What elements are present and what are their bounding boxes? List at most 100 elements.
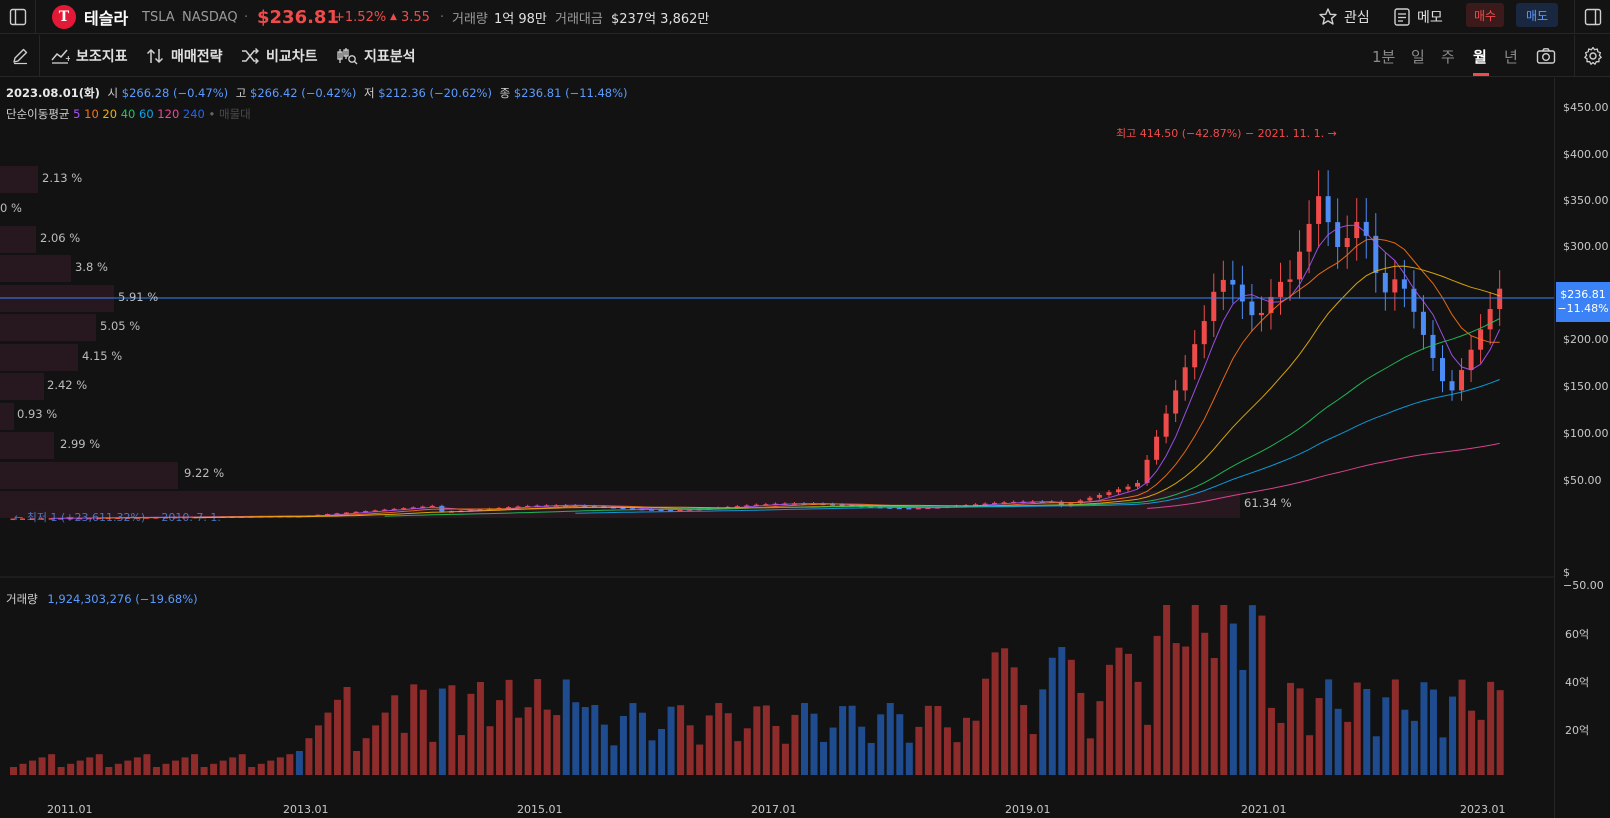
drawing-tool-button[interactable] <box>0 35 40 77</box>
volume-bar <box>877 714 885 775</box>
candle-body <box>515 506 521 508</box>
volume-bar <box>800 703 808 775</box>
candle-body <box>1277 281 1283 297</box>
volume-bar <box>629 703 637 775</box>
sidebar-right-toggle-button[interactable] <box>1574 0 1610 34</box>
volume-profile-pct: 5.91 % <box>118 290 159 304</box>
volume-bar <box>1306 735 1314 775</box>
volume-bar <box>438 688 446 775</box>
time-axis-label: 2021.01 <box>1241 803 1287 816</box>
ma-period-5[interactable]: 5 <box>73 107 81 121</box>
candle-body <box>67 517 73 520</box>
volume-bar <box>476 681 484 775</box>
sidebar-left-icon <box>9 8 26 26</box>
indicator-button[interactable]: + 보조지표 <box>50 35 128 77</box>
volume-axis-label: 20억 <box>1565 724 1590 737</box>
volume-bar <box>1029 734 1037 775</box>
period-1min[interactable]: 1분 <box>1372 47 1396 66</box>
volume-bar <box>1115 647 1123 775</box>
volume-bar <box>191 754 199 775</box>
price-chart-svg[interactable]: 최고 414.50 (−42.87%) − 2021. 11. 1. → ← 최저… <box>0 78 1554 818</box>
watch-button[interactable]: 관심 <box>1318 0 1370 34</box>
volume-bar <box>362 738 370 775</box>
buy-button[interactable]: 매수 <box>1466 3 1504 27</box>
open-label: 시 <box>107 86 119 100</box>
screenshot-button[interactable] <box>1536 35 1556 77</box>
volume-bar <box>1039 689 1047 775</box>
candle-body <box>1163 413 1169 437</box>
candle-body <box>344 512 350 515</box>
volume-bar <box>10 767 17 775</box>
volume-bar <box>1201 632 1209 775</box>
volume-bar <box>1220 605 1228 775</box>
volume-bar <box>76 760 84 775</box>
volume-label: 거래량 <box>452 11 488 27</box>
candle-body <box>992 502 998 505</box>
gear-icon <box>1583 46 1602 65</box>
indicator-label: 보조지표 <box>76 49 128 65</box>
price-axis-label: $200.00 <box>1563 333 1609 346</box>
volume-profile-pct: 5.05 % <box>100 319 141 333</box>
period-day[interactable]: 일 <box>1411 47 1425 66</box>
settings-button[interactable] <box>1574 35 1610 77</box>
low-value: $212.36 (−20.62%) <box>378 86 492 100</box>
period-week[interactable]: 주 <box>1441 47 1455 66</box>
volume-bar <box>1153 635 1161 775</box>
candle-body <box>1459 370 1465 391</box>
analysis-button[interactable]: 지표분석 <box>336 35 416 77</box>
volume-bar <box>1267 707 1275 775</box>
volume-bar <box>95 754 103 775</box>
strategy-button[interactable]: 매매전략 <box>145 35 223 77</box>
volume-bar <box>524 707 532 775</box>
candle-body <box>1115 489 1121 493</box>
sell-button[interactable]: 매도 <box>1516 3 1558 27</box>
volume-profile-label: 매물대 <box>218 107 251 121</box>
memo-button[interactable]: 메모 <box>1393 0 1443 34</box>
chart-area[interactable]: 최고 414.50 (−42.87%) − 2021. 11. 1. → ← 최저… <box>0 78 1554 818</box>
ma-period-240[interactable]: 240 <box>179 107 205 121</box>
ma-period-40[interactable]: 40 <box>117 107 136 121</box>
current-price: $236.81 <box>257 6 339 28</box>
volume-bar <box>172 760 180 775</box>
price-axis[interactable]: $450.00 $400.00 $350.00 $300.00 $200.00 $150.… <box>1554 78 1610 818</box>
high-label: 고 <box>235 86 247 100</box>
candle-body <box>896 507 902 510</box>
ma-period-10[interactable]: 10 <box>80 107 99 121</box>
candle-body <box>58 518 64 520</box>
ma-period-120[interactable]: 120 <box>153 107 180 121</box>
high-value: $266.42 (−0.42%) <box>250 86 357 100</box>
volume-profile-bar <box>0 403 14 430</box>
candle-body <box>324 514 330 516</box>
volume-bar <box>400 732 408 775</box>
candle-body <box>973 504 979 506</box>
ma-legend[interactable]: 단순이동평균 5 10 20 40 60 120 240 • 매물대 <box>6 106 251 122</box>
ma-dot: • <box>208 107 216 121</box>
candle-body <box>868 506 874 508</box>
volume-bar <box>124 760 132 775</box>
ticker: TSLA <box>142 9 175 25</box>
volume-axis-label: 60억 <box>1565 628 1590 641</box>
volume-bar <box>343 687 351 775</box>
period-year[interactable]: 년 <box>1504 47 1518 66</box>
volume-profile-pct: 2.42 % <box>47 378 88 392</box>
volume-bar <box>181 757 189 775</box>
time-axis-label: 2023.01 <box>1460 803 1506 816</box>
volume-bar <box>1058 647 1066 775</box>
volume-bar <box>658 729 666 775</box>
compare-chart-button[interactable]: 비교차트 <box>240 35 318 77</box>
low-annotation: ← 최저 1 (+23,611.32%) − 2010. 7. 1. <box>14 511 221 524</box>
volume-profile-bar <box>0 166 38 193</box>
volume-bar <box>1086 738 1094 775</box>
ma-period-20[interactable]: 20 <box>98 107 118 121</box>
sidebar-toggle-button[interactable] <box>0 0 36 34</box>
ma-period-60[interactable]: 60 <box>135 107 154 121</box>
candle-body <box>1201 321 1207 345</box>
time-axis-label: 2011.01 <box>47 803 93 816</box>
candle-body <box>1468 349 1474 371</box>
candle-body <box>1192 344 1198 368</box>
period-month[interactable]: 월 <box>1473 47 1487 66</box>
volume-bar <box>734 741 742 775</box>
volume-bar <box>1239 669 1247 775</box>
volume-bar <box>486 726 494 775</box>
volume-bar <box>334 699 342 775</box>
